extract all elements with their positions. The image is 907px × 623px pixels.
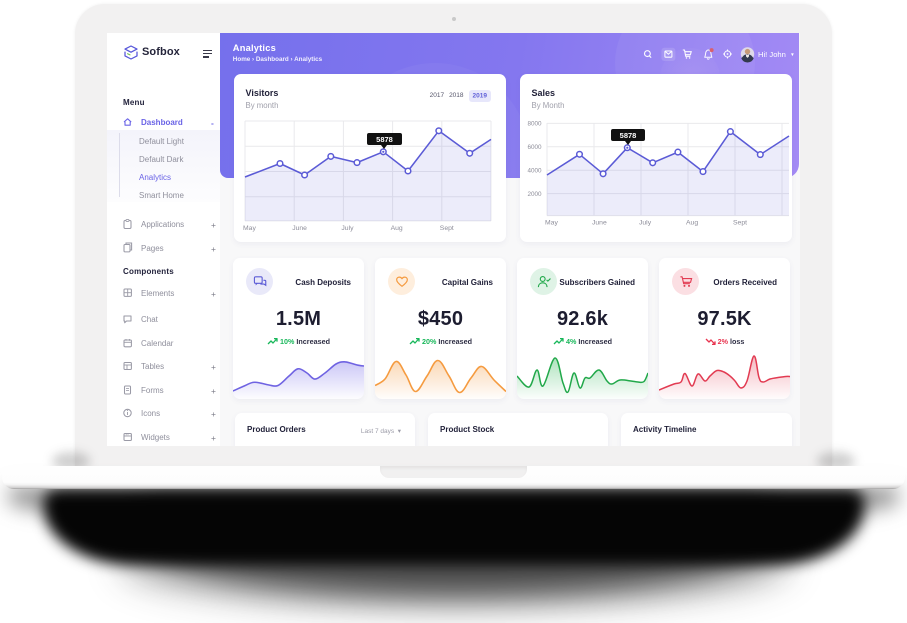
svg-text:Sept: Sept [440,225,454,232]
svg-text:2000: 2000 [527,191,542,198]
svg-text:Sept: Sept [733,220,747,227]
svg-text:May: May [545,220,558,227]
svg-text:June: June [592,220,607,227]
svg-text:4000: 4000 [527,168,542,175]
svg-text:Aug: Aug [686,220,698,227]
svg-text:June: June [292,225,307,232]
svg-text:8000: 8000 [527,121,542,128]
svg-text:5878: 5878 [620,131,637,140]
svg-text:5878: 5878 [376,135,393,144]
svg-text:July: July [639,220,652,227]
svg-text:May: May [243,225,256,232]
svg-text:6000: 6000 [527,144,542,151]
svg-text:Aug: Aug [391,225,403,232]
svg-text:July: July [341,225,354,232]
